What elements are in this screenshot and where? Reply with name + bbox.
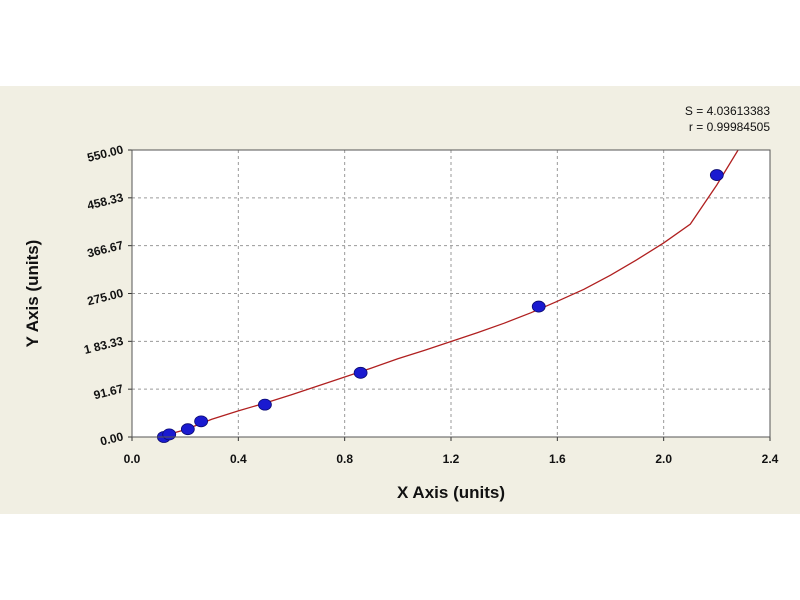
x-axis-ticks: 0.0 0.4 0.8 1.2 1.6 2.0 2.4 bbox=[124, 437, 779, 466]
fit-curve bbox=[158, 150, 739, 437]
data-point bbox=[180, 423, 195, 436]
y-tick-label: 275.00 bbox=[86, 286, 125, 309]
y-tick-label: 91.67 bbox=[92, 381, 125, 402]
stat-r-value: r = 0.99984505 bbox=[689, 120, 770, 134]
data-point bbox=[258, 398, 272, 411]
x-axis-title: X Axis (units) bbox=[397, 483, 505, 502]
y-axis-ticks: 0.00 91.67 1 83.33 275.00 366.67 458.33 550.00 bbox=[82, 142, 132, 449]
x-tick-label: 2.4 bbox=[762, 452, 779, 466]
x-tick-label: 0.0 bbox=[124, 452, 141, 466]
data-point bbox=[709, 169, 724, 181]
y-tick-label: 1 83.33 bbox=[82, 334, 125, 357]
chart-band: 0.0 0.4 0.8 1.2 1.6 2.0 2.4 0.00 91.67 1 83.33 27… bbox=[0, 86, 800, 514]
x-tick-label: 0.4 bbox=[230, 452, 247, 466]
x-tick-label: 1.2 bbox=[443, 452, 460, 466]
stat-s-value: S = 4.03613383 bbox=[685, 104, 770, 118]
data-point bbox=[194, 415, 209, 428]
data-point bbox=[162, 428, 177, 441]
chart-svg: 0.0 0.4 0.8 1.2 1.6 2.0 2.4 0.00 91.67 1 83.33 27… bbox=[23, 104, 779, 502]
data-point bbox=[531, 300, 546, 313]
plot-border bbox=[131, 149, 771, 438]
data-points bbox=[156, 169, 724, 443]
x-tick-label: 2.0 bbox=[655, 452, 672, 466]
data-point bbox=[353, 366, 368, 379]
y-tick-label: 0.00 bbox=[99, 429, 125, 448]
x-tick-label: 1.6 bbox=[549, 452, 566, 466]
y-axis-title: Y Axis (units) bbox=[23, 240, 42, 348]
y-tick-label: 458.33 bbox=[86, 190, 125, 213]
y-tick-label: 366.67 bbox=[86, 238, 125, 261]
y-tick-label: 550.00 bbox=[86, 142, 125, 165]
x-tick-label: 0.8 bbox=[336, 452, 353, 466]
